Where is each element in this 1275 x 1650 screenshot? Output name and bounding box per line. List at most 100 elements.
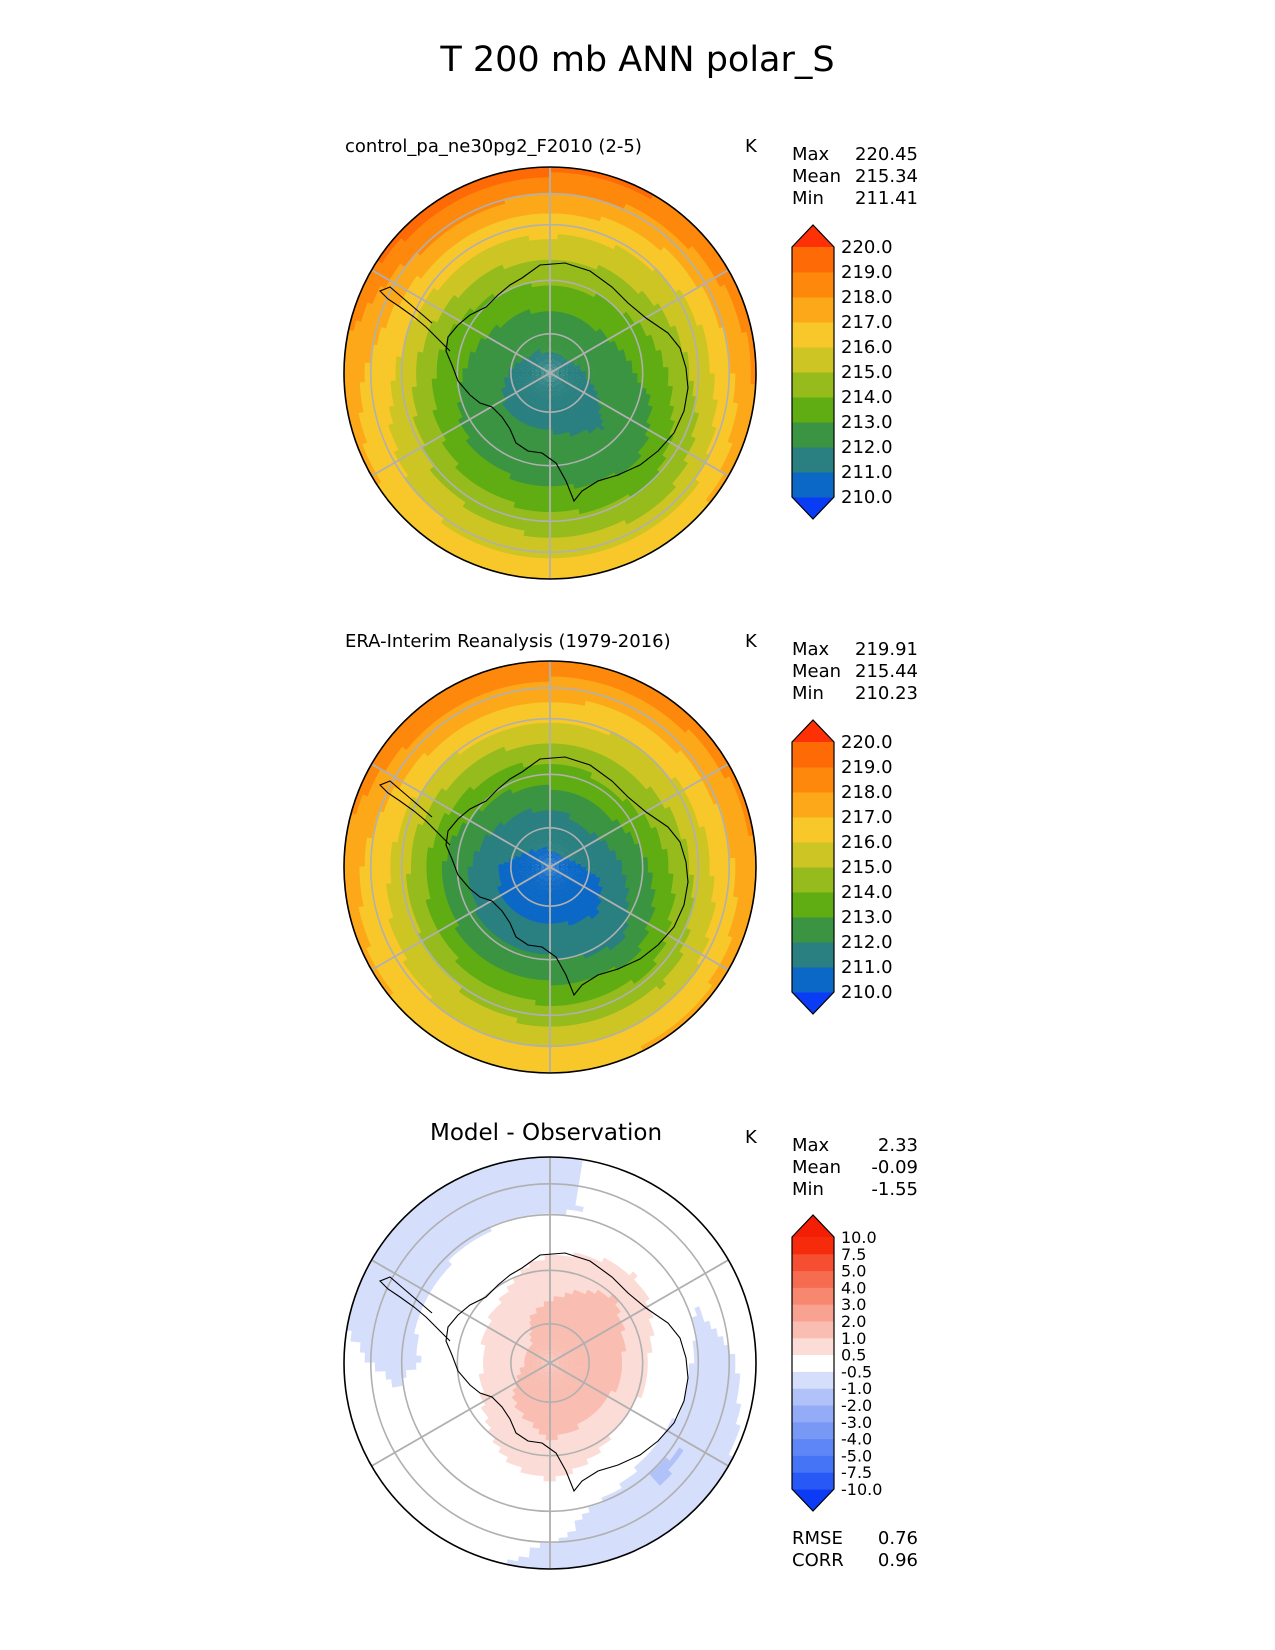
field-cell [579, 363, 586, 367]
field-cell [517, 408, 523, 416]
field-cell [503, 365, 510, 369]
field-cell [520, 404, 526, 412]
field-cell [379, 363, 386, 374]
field-cell [533, 372, 540, 374]
field-cell [596, 372, 603, 376]
field-cell [461, 372, 468, 378]
field-cell [495, 352, 502, 358]
field-cell [494, 386, 502, 391]
field-cell [520, 360, 527, 364]
field-cell [545, 284, 551, 291]
field-cell [631, 381, 638, 388]
field-cell [504, 344, 512, 350]
field-cell [564, 354, 570, 360]
field-cell [644, 393, 652, 401]
field-cell [482, 365, 489, 370]
field-cell [557, 444, 563, 451]
field-cell [467, 380, 474, 387]
field-cell [553, 376, 558, 382]
field-cell [536, 322, 541, 329]
field-cell [577, 356, 584, 361]
field-cell [552, 310, 557, 317]
field-cell [536, 401, 541, 408]
field-cell [561, 448, 568, 456]
field-cell [547, 362, 549, 369]
field-cell [559, 366, 566, 370]
field-cell [574, 389, 581, 395]
field-cell [560, 374, 566, 377]
field-cell [544, 465, 551, 472]
field-cell [562, 352, 568, 358]
field-cell [569, 379, 576, 383]
field-cell [573, 417, 579, 425]
field-cell [566, 397, 572, 404]
field-cell [565, 355, 571, 361]
field-cell [641, 382, 648, 389]
field-cell [549, 542, 560, 549]
field-cell [577, 385, 584, 390]
field-cell [374, 372, 381, 383]
field-cell [569, 366, 576, 369]
field-cell [537, 444, 543, 451]
field-cell [565, 369, 572, 372]
field-cell [568, 360, 575, 365]
field-cell [491, 393, 499, 399]
field-cell [530, 437, 537, 445]
field-cell [544, 393, 547, 400]
field-cell [478, 353, 486, 360]
field-cell [577, 330, 583, 338]
field-cell [549, 568, 562, 575]
field-cell [574, 379, 581, 383]
field-cell [558, 454, 565, 461]
field-cell [632, 368, 639, 374]
field-cell [534, 383, 540, 389]
field-cell [549, 187, 561, 194]
field-cell [704, 372, 711, 382]
field-cell [549, 470, 556, 477]
field-cell [553, 398, 557, 405]
stat-label: Min [792, 683, 824, 704]
field-cell [495, 388, 502, 394]
field-cell [527, 357, 534, 362]
field-cell [524, 388, 531, 393]
stat-label: Mean [792, 166, 842, 187]
field-cell [546, 403, 549, 410]
field-cell [538, 385, 543, 392]
field-cell [472, 364, 479, 370]
field-cell [557, 379, 563, 384]
field-cell [528, 324, 534, 331]
field-cell [545, 377, 548, 383]
field-cell [571, 472, 579, 480]
field-cell [621, 380, 628, 386]
field-cell [468, 351, 476, 358]
field-cell [546, 362, 549, 369]
field-cell [542, 305, 547, 312]
field-cell [528, 371, 535, 374]
field-cell [596, 391, 604, 397]
field-cell [560, 373, 567, 375]
field-cell [467, 376, 474, 382]
field-cell [565, 347, 570, 354]
field-cell [551, 383, 553, 389]
field-cell [531, 323, 536, 330]
panel-3-units: K [745, 1127, 757, 1148]
field-cell [565, 291, 572, 299]
field-cell [472, 368, 479, 374]
field-cell [533, 339, 538, 346]
field-cell [555, 371, 561, 373]
colorbar-tick-label: 215.0 [841, 362, 893, 383]
field-cell [511, 343, 519, 349]
field-cell [516, 338, 523, 344]
field-cell [492, 372, 499, 377]
field-cell [585, 400, 593, 406]
field-cell [462, 385, 470, 392]
field-cell [579, 379, 586, 383]
corr-label: CORR [792, 1550, 844, 1571]
field-cell [560, 344, 565, 351]
field-cell [529, 366, 536, 370]
stat-label: Mean [792, 1157, 842, 1178]
field-cell [530, 410, 536, 417]
field-cell [487, 378, 495, 383]
field-cell [639, 347, 647, 354]
field-cell [560, 350, 565, 356]
